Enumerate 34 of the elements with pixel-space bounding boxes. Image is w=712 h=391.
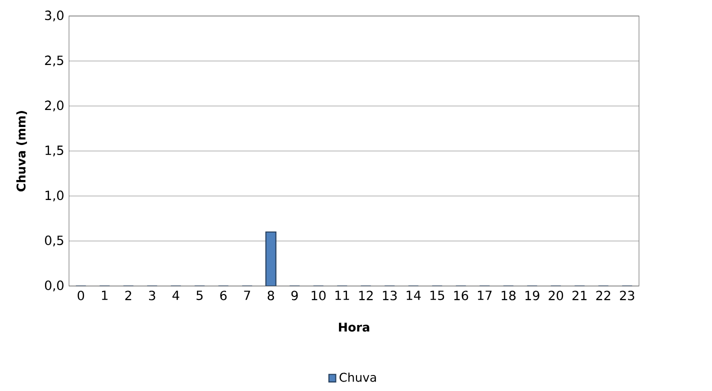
x-tick-label: 14 [406, 290, 421, 300]
x-tick-label: 5 [196, 290, 203, 300]
y-tick-label: 1,5 [46, 146, 64, 156]
y-tick-label: 3,0 [45, 10, 64, 22]
x-tick-label: 0 [78, 290, 84, 300]
x-tick-label: 16 [454, 290, 468, 300]
x-tick-label: 12 [359, 290, 373, 300]
x-tick-label: 1 [102, 290, 108, 300]
x-tick-label: 23 [620, 290, 634, 300]
x-tick-label: 11 [335, 290, 350, 300]
x-tick-label: 9 [291, 290, 298, 300]
x-axis-title: Hora [338, 322, 370, 332]
x-tick-label: 10 [312, 290, 326, 300]
y-axis-title: Chuva (mm) [16, 111, 28, 192]
y-tick-label: 2,5 [45, 56, 64, 66]
x-tick-label: 21 [572, 290, 587, 300]
x-tick-label: 19 [525, 290, 540, 300]
x-tick-label: 15 [430, 290, 444, 300]
y-tick-label: 0,5 [44, 236, 64, 246]
x-tick-label: 18 [502, 290, 516, 300]
x-tick-label: 6 [220, 290, 227, 300]
y-tick-label: 0,0 [44, 280, 64, 292]
x-tick-label: 8 [268, 290, 274, 300]
x-tick-label: 4 [172, 290, 180, 300]
y-tick-label: 1,0 [46, 190, 64, 202]
x-tick-label: 2 [125, 290, 132, 300]
x-tick-label: 17 [478, 290, 492, 300]
x-tick-label: 22 [596, 290, 610, 300]
y-tick-label: 2,0 [45, 100, 64, 112]
x-tick-label: 20 [548, 290, 564, 300]
legend-label: Chuva [340, 372, 376, 382]
x-tick-label: 13 [382, 290, 397, 300]
x-tick-label: 3 [149, 290, 156, 300]
x-tick-label: 7 [244, 290, 250, 300]
